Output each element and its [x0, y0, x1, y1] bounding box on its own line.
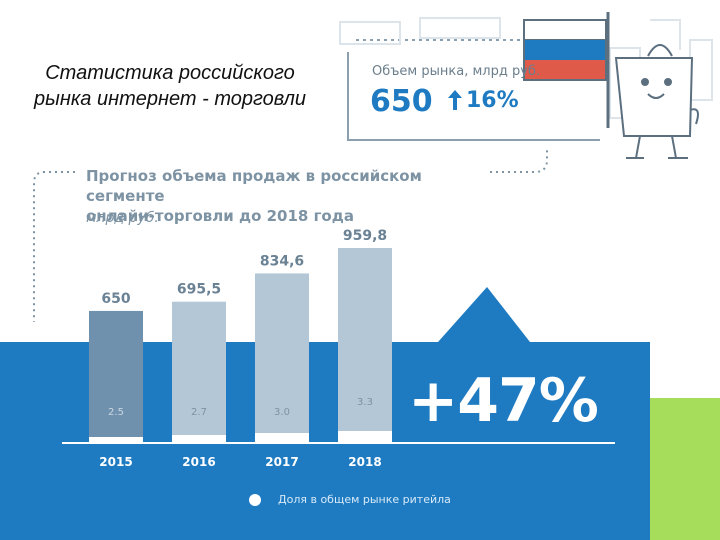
share-label-2018: 3.3	[357, 397, 373, 408]
slide-title: Статистика российского рынка интернет - …	[20, 60, 320, 112]
growth-percent-label: +47%	[408, 366, 599, 436]
share-label-2017: 3.0	[274, 407, 290, 418]
mountain-shape	[438, 287, 530, 342]
shopping-bag-mascot-icon	[614, 44, 699, 159]
market-volume-label: Объем рынка, млрд руб.	[372, 64, 541, 79]
bar-2015	[89, 310, 143, 443]
bar-2017	[255, 273, 309, 443]
category-label-2016: 2016	[182, 455, 215, 469]
share-segment-2015	[89, 437, 143, 443]
value-label-2017: 834,6	[260, 253, 304, 269]
slide-title-line-1: Статистика российского	[45, 62, 295, 84]
market-volume-value: 650	[370, 84, 433, 119]
chart-title-line-2: онлайн-торговли до 2018 года	[86, 207, 354, 225]
arrow-up-icon	[448, 90, 462, 110]
value-label-2018: 959,8	[343, 228, 387, 244]
category-label-2018: 2018	[348, 455, 381, 469]
share-segment-2016	[172, 435, 226, 443]
bar-2018	[338, 248, 392, 443]
value-label-2015: 650	[101, 291, 130, 307]
legend-marker	[249, 494, 261, 506]
bar-2016	[172, 301, 226, 443]
share-segment-2017	[255, 433, 309, 443]
share-label-2016: 2.7	[191, 407, 207, 418]
chart-units: млрд руб.	[86, 210, 159, 226]
market-box-frame	[347, 39, 600, 141]
bars-layer: 650 2.5 2015 695,5 2.7 2016 834,6 3.0 2017 959,8 3…	[89, 228, 392, 469]
legend-label: Доля в общем рынке ритейла	[278, 493, 451, 506]
category-label-2015: 2015	[99, 455, 132, 469]
share-segment-2018	[338, 431, 392, 443]
green-accent-right	[650, 398, 720, 540]
chart-title-line-1: Прогноз объема продаж в российском сегме…	[86, 167, 422, 205]
chart-title: Прогноз объема продаж в российском сегме…	[86, 166, 486, 226]
market-growth-value: 16%	[466, 88, 519, 113]
russian-flag-icon	[523, 12, 610, 128]
share-label-2015: 2.5	[108, 407, 124, 418]
value-label-2016: 695,5	[177, 282, 221, 298]
slide-title-line-2: рынка интернет - торговли	[34, 88, 306, 110]
dotted-frame	[33, 148, 548, 322]
category-label-2017: 2017	[265, 455, 298, 469]
